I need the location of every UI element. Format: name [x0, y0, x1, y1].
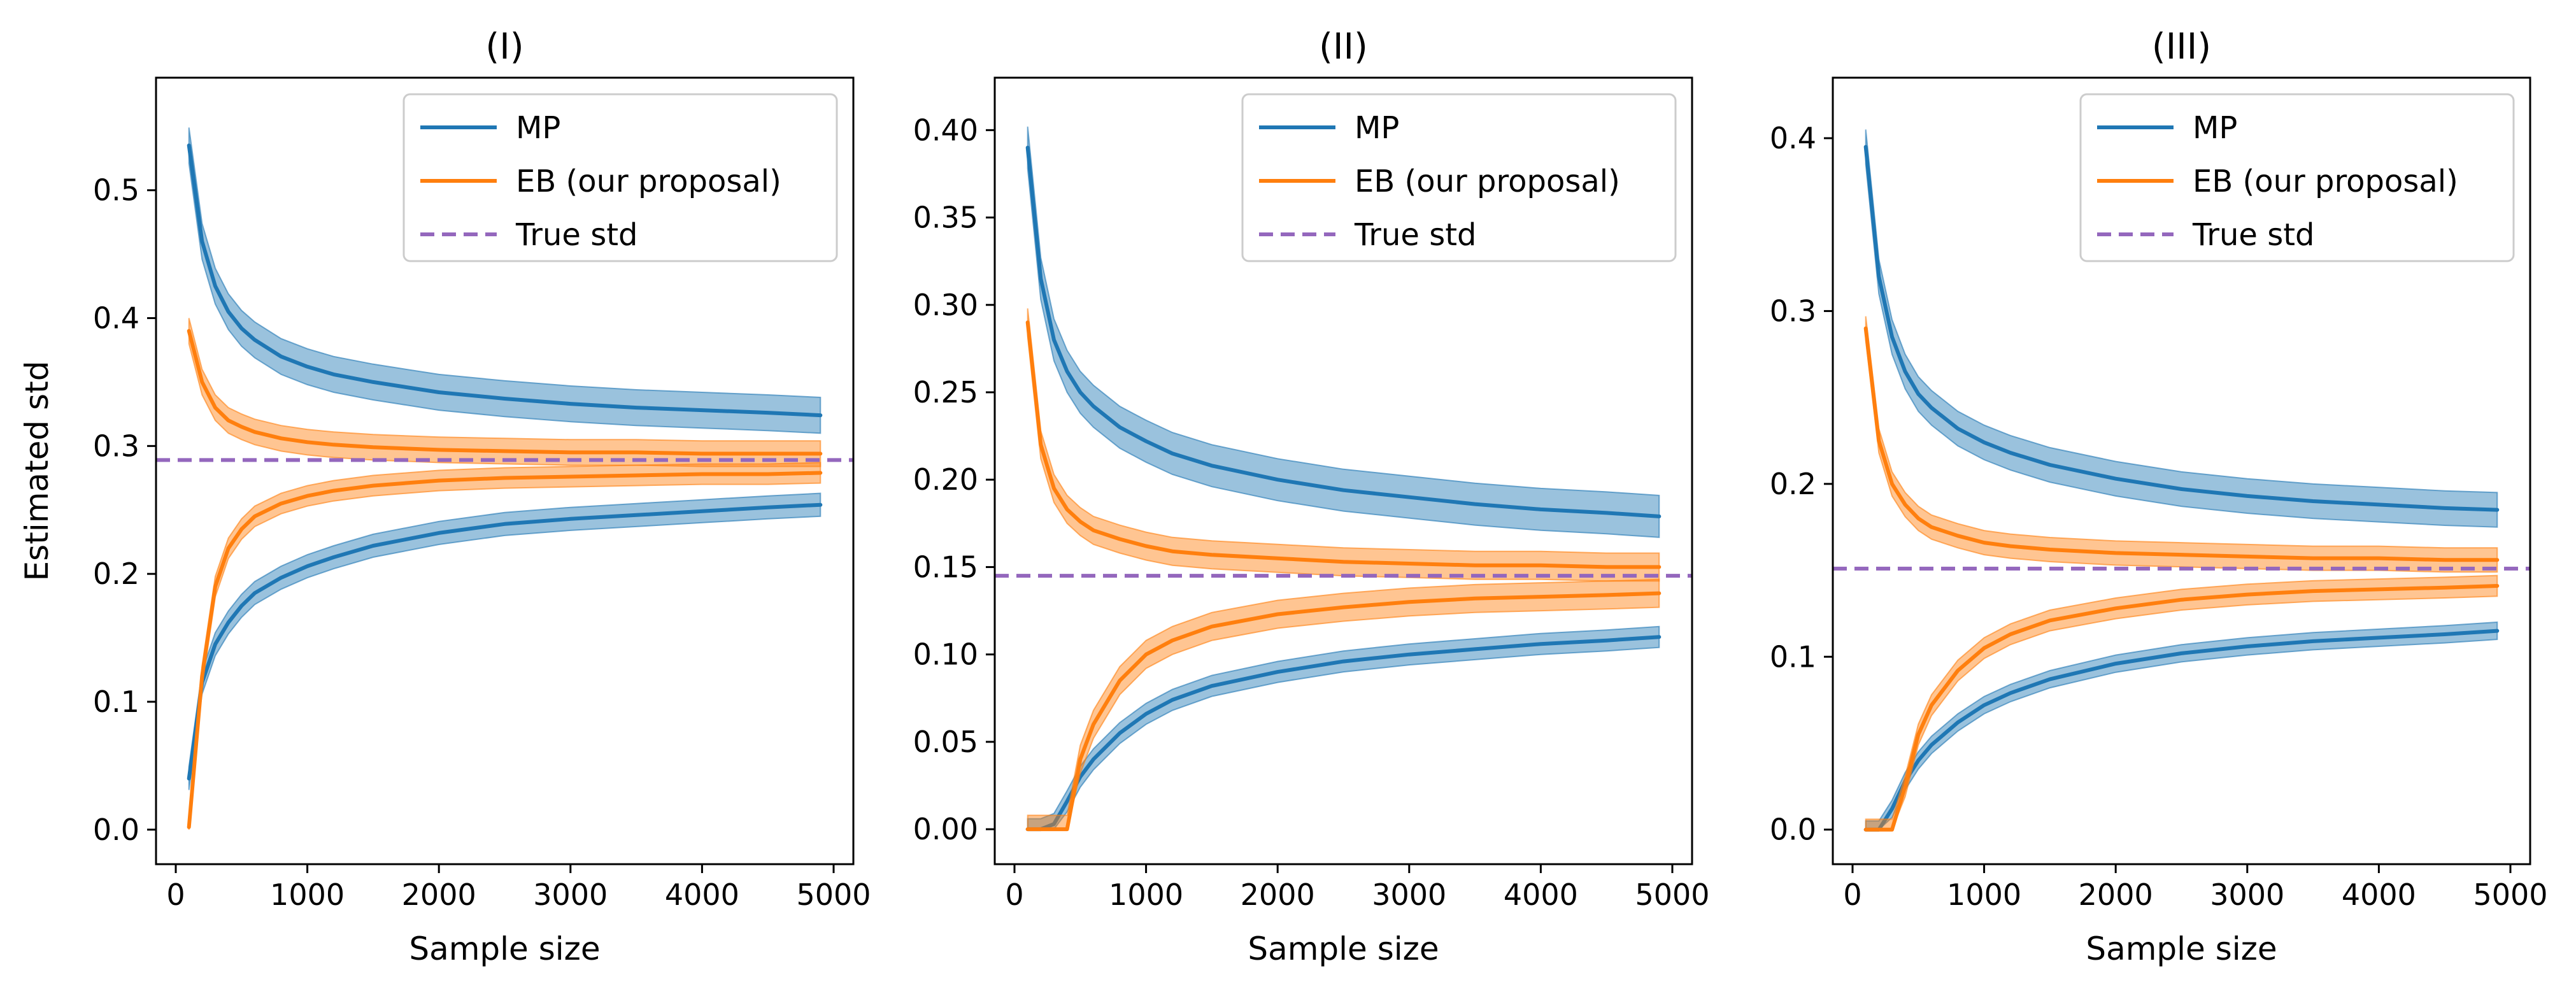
legend-label: MP — [2193, 110, 2237, 146]
band-mp-lower — [1865, 621, 2498, 830]
legend-box — [402, 93, 838, 262]
legend-label: True std — [2192, 217, 2315, 253]
chart-panel-3: (III) 0 1000 2000 3000 4000 5000 0.0 0.1 0.2 0.3 0.… — [1770, 26, 2548, 967]
plot-series — [995, 126, 1692, 832]
x-tick-label: 0 — [1005, 878, 1023, 912]
y-tick-label: 0.25 — [913, 375, 978, 409]
legend-label: EB (our proposal) — [516, 164, 781, 199]
y-tick-label: 0.2 — [93, 557, 139, 591]
chart-panel-1: (I) 0 1000 2000 3000 4000 5000 0.0 0.1 0.2 0.3 0.4 0… — [18, 26, 871, 967]
y-tick-label: 0.2 — [1770, 467, 1816, 501]
line-eb-lower — [187, 471, 823, 829]
line-mp-lower — [1025, 635, 1662, 832]
y-axis-label: Estimated std — [18, 361, 55, 581]
x-axis-label: Sample size — [409, 930, 600, 967]
line-eb-upper — [1863, 326, 2500, 562]
band-mp-lower — [188, 492, 822, 790]
band-mp-lower — [1027, 625, 1660, 830]
legend-label: EB (our proposal) — [2193, 164, 2458, 199]
chart-panel-2: (II) 0 1000 2000 3000 4000 5000 0.00 0.05 0.10 0.1… — [913, 26, 1710, 967]
band-mp-upper — [1027, 126, 1660, 538]
legend-label: MP — [1355, 110, 1399, 146]
x-tick-label: 0 — [1843, 878, 1861, 912]
x-tick-label: 1000 — [270, 878, 345, 912]
x-tick-label: 1000 — [1109, 878, 1183, 912]
x-tick-label: 0 — [166, 878, 185, 912]
y-tick-label: 0.30 — [913, 288, 978, 322]
x-tick-label: 5000 — [1635, 878, 1709, 912]
y-tick-label: 0.10 — [913, 637, 978, 672]
x-tick-label: 2000 — [2079, 878, 2153, 912]
band-eb-lower — [188, 462, 822, 830]
y-tick-label: 0.4 — [93, 301, 139, 336]
band-eb-lower — [1027, 578, 1660, 830]
plot-series — [1833, 129, 2530, 832]
y-tick-label: 0.05 — [913, 725, 978, 759]
plot-frame — [1832, 76, 2531, 865]
legend-label: True std — [515, 217, 638, 253]
x-tick-label: 1000 — [1947, 878, 2021, 912]
y-tick-label: 0.35 — [913, 201, 978, 235]
y-tick-label: 0.4 — [1770, 121, 1816, 155]
line-mp-upper — [1025, 145, 1662, 518]
line-mp-lower — [187, 502, 823, 781]
plot-frame — [993, 76, 1693, 865]
x-tick-label: 2000 — [1241, 878, 1315, 912]
legend-label: MP — [516, 110, 560, 146]
y-tick-label: 0.0 — [1770, 813, 1816, 847]
legend: MP EB (our proposal) True std — [402, 93, 838, 262]
x-tick-label: 4000 — [1504, 878, 1578, 912]
line-eb-upper — [187, 329, 823, 456]
y-tick-label: 0.1 — [1770, 639, 1816, 674]
y-tick-label: 0.0 — [93, 813, 139, 847]
line-eb-lower — [1863, 584, 2500, 832]
legend-label: EB (our proposal) — [1355, 164, 1620, 199]
band-mp-upper — [1865, 129, 2498, 528]
y-tick-label: 0.5 — [93, 173, 139, 208]
line-eb-upper — [1025, 320, 1662, 569]
line-eb-lower — [1025, 591, 1662, 832]
band-eb-upper — [1865, 316, 2498, 573]
legend: MP EB (our proposal) True std — [2079, 93, 2515, 262]
y-tick-label: 0.3 — [1770, 294, 1816, 328]
y-tick-label: 0.1 — [93, 685, 139, 719]
chart-title: (II) — [1319, 26, 1368, 68]
x-tick-label: 3000 — [2210, 878, 2284, 912]
y-tick-label: 0.3 — [93, 429, 139, 463]
legend-label: True std — [1354, 217, 1477, 253]
band-eb-lower — [1865, 574, 2498, 830]
legend-box — [2079, 93, 2515, 262]
band-mp-upper — [188, 127, 822, 434]
y-tick-label: 0.15 — [913, 550, 978, 584]
x-tick-label: 4000 — [2342, 878, 2416, 912]
chart-title: (III) — [2152, 26, 2211, 68]
y-tick-label: 0.20 — [913, 462, 978, 497]
plot-series — [156, 127, 853, 830]
x-tick-label: 3000 — [533, 878, 608, 912]
x-axis-label: Sample size — [1248, 930, 1439, 967]
x-tick-label: 5000 — [2473, 878, 2547, 912]
x-axis-label: Sample size — [2086, 930, 2277, 967]
x-tick-label: 5000 — [796, 878, 871, 912]
y-tick-label: 0.00 — [913, 812, 978, 846]
plot-frame — [155, 76, 855, 865]
legend: MP EB (our proposal) True std — [1241, 93, 1677, 262]
line-mp-upper — [187, 143, 823, 418]
x-tick-label: 3000 — [1372, 878, 1446, 912]
legend-box — [1241, 93, 1677, 262]
chart-title: (I) — [485, 26, 523, 68]
x-tick-label: 2000 — [402, 878, 476, 912]
x-tick-label: 4000 — [665, 878, 739, 912]
y-tick-label: 0.40 — [913, 113, 978, 147]
line-mp-upper — [1863, 145, 2500, 512]
